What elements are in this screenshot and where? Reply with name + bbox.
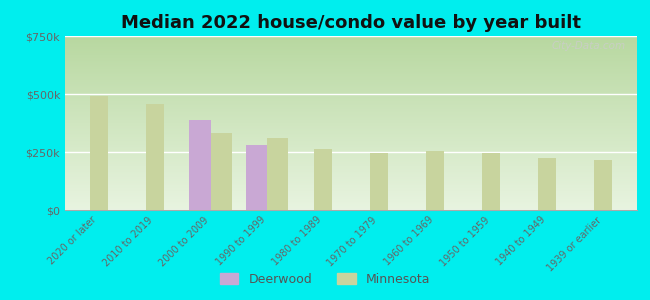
Bar [190,119,211,210]
Text: City-Data.com: City-Data.com [551,41,625,51]
Bar [146,104,164,210]
Bar [211,134,232,210]
Bar [538,158,556,210]
Title: Median 2022 house/condo value by year built: Median 2022 house/condo value by year bu… [121,14,581,32]
Bar [246,145,267,210]
Bar [314,148,332,210]
Bar [426,151,444,210]
Bar [594,160,612,210]
Bar [90,96,108,210]
Bar [370,153,388,210]
Bar [267,138,288,210]
Legend: Deerwood, Minnesota: Deerwood, Minnesota [214,268,436,291]
Bar [482,153,500,210]
